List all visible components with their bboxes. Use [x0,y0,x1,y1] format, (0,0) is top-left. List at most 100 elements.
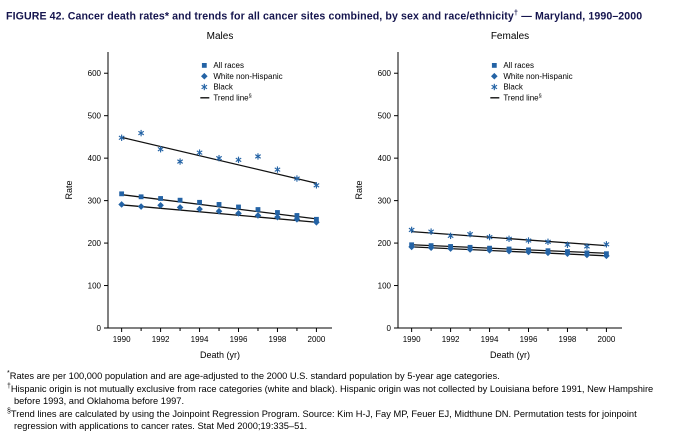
data-point-asterisk [216,154,223,161]
y-tick-label: 400 [378,153,392,162]
x-tick-label: 1994 [481,335,499,344]
footnote-text: Trend lines are calculated by using the … [10,409,637,432]
legend-label: Trend line§ [503,93,541,102]
x-axis-label: Death (yr) [200,350,240,360]
y-tick-label: 0 [387,323,392,332]
data-point-asterisk [467,230,474,237]
footnote-hispanic-origin: †Hispanic origin is not mutually exclusi… [7,382,679,407]
data-point-diamond [137,202,145,210]
data-point-asterisk [313,181,320,189]
data-point-square [201,62,207,68]
y-tick-label: 600 [88,69,102,78]
y-tick-label: 100 [378,281,392,290]
data-point-square [119,190,125,196]
data-point-diamond [603,252,610,259]
chart-svg: Males 0 100 200 300 400 500 600 1990 1992 1994 1996… [64,31,332,360]
y-tick-label: 500 [378,111,392,120]
data-point-asterisk [138,129,145,136]
data-point-asterisk [544,238,551,245]
data-point-asterisk [274,165,281,173]
data-point-diamond [427,243,435,251]
data-point-diamond [235,209,242,217]
x-tick-label: 1992 [442,335,460,344]
charts-row: Males 0 100 200 300 400 500 600 1990 1992 1994 1996… [0,26,685,366]
footnote-trend-lines: §Trend lines are calculated by using the… [7,407,679,432]
x-tick-label: 1990 [403,335,421,344]
data-point-asterisk [428,227,435,235]
footnotes: *Rates are per 100,000 population and ar… [0,366,685,433]
x-tick-label: 1998 [269,335,287,344]
footnote-text: Rates are per 100,000 population and are… [9,370,500,381]
y-axis-label: Rate [354,180,364,199]
legend-label: White non-Hispanic [213,71,282,80]
figure-title-location: — Maryland, 1990–2000 [518,10,643,23]
data-point-diamond [313,218,320,226]
legend-label: Black [213,82,234,91]
data-point-diamond [505,247,513,254]
x-tick-label: 1992 [152,335,170,344]
y-tick-label: 200 [88,238,102,247]
data-point-diamond [486,246,493,254]
data-point-square [275,209,280,215]
data-point-diamond [274,213,281,221]
chart-males: Males 0 100 200 300 400 500 600 1990 1992 1994 1996… [60,26,342,366]
data-point-square [177,197,183,203]
y-tick-label: 400 [88,153,102,162]
y-tick-label: 300 [378,196,392,205]
data-point-diamond [544,249,552,256]
data-point-asterisk [486,233,493,240]
x-tick-label: 1996 [230,335,248,344]
figure-title: FIGURE 42. Cancer death rates* and trend… [0,0,685,26]
data-point-asterisk [157,145,164,152]
legend-label: All races [503,61,534,70]
data-point-diamond [118,200,125,208]
data-point-square [138,193,144,199]
data-point-asterisk [506,235,513,242]
y-axis-label: Rate [64,180,74,199]
data-point-square [255,206,261,212]
data-point-square [216,201,222,207]
y-tick-label: 0 [97,323,102,332]
y-tick-label: 500 [88,111,102,120]
figure-title-text: FIGURE 42. Cancer death rates* and trend… [6,10,514,23]
footnote-text: Hispanic origin is not mutually exclusiv… [10,383,654,406]
x-tick-label: 1996 [520,335,538,344]
data-point-asterisk [254,152,261,160]
y-tick-label: 300 [88,196,102,205]
legend-label: White non-Hispanic [503,71,572,80]
data-point-diamond [491,72,498,80]
data-point-asterisk [525,236,532,244]
data-point-asterisk [293,174,300,182]
data-point-square [236,204,241,209]
legend-label: Black [503,82,524,91]
data-point-diamond [293,215,301,223]
data-point-square [197,199,202,205]
footnote-rates: *Rates are per 100,000 population and ar… [7,369,679,382]
data-point-asterisk [408,226,415,233]
chart-title: Males [207,31,234,42]
data-point-asterisk [447,232,454,239]
x-tick-label: 1994 [191,335,209,344]
data-point-square [491,62,497,68]
data-point-asterisk [177,157,184,165]
footnote-marker: * [7,369,10,377]
footnote-marker: § [7,407,11,415]
data-point-square [158,195,163,201]
x-tick-label: 2000 [598,335,616,344]
data-point-asterisk [118,134,125,141]
data-point-asterisk [603,240,610,248]
data-point-asterisk [564,241,571,248]
y-tick-label: 200 [378,238,392,247]
x-tick-label: 1990 [113,335,131,344]
data-point-diamond [408,243,415,250]
data-point-asterisk [196,148,203,156]
data-point-diamond [583,251,591,258]
data-point-asterisk [235,156,242,163]
data-point-asterisk [491,83,498,90]
footnote-marker: † [7,382,11,390]
legend-label: All races [213,61,244,70]
chart-svg: Females 0 100 200 300 400 500 600 1990 1992 1994 19… [354,31,622,360]
y-tick-label: 100 [88,281,102,290]
data-point-diamond [201,72,208,80]
